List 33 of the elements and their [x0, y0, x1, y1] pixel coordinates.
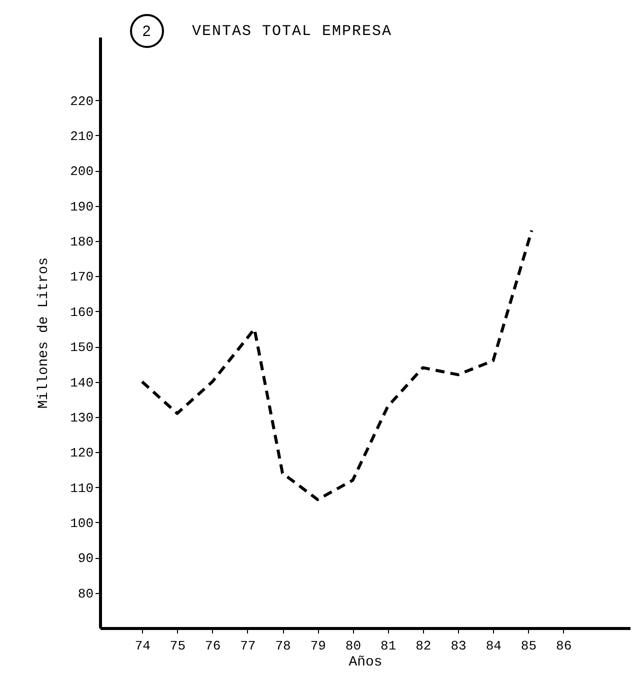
x-tick-label: 79 — [310, 638, 326, 654]
line-series — [140, 228, 534, 502]
x-tick-label: 76 — [205, 638, 221, 654]
y-tick-label: 130 — [70, 410, 94, 426]
x-tick-label: 82 — [416, 638, 432, 654]
x-axis-title: Años — [348, 654, 382, 670]
x-tick-label: 83 — [450, 638, 466, 654]
chart-title: VENTAS TOTAL EMPRESA — [192, 22, 392, 40]
y-tick-label: 190 — [70, 199, 94, 214]
x-tick-label: 74 — [134, 638, 151, 654]
y-tick-label: 140 — [70, 375, 94, 390]
x-tick-label: 85 — [520, 638, 537, 654]
y-tick-label: 220 — [70, 94, 94, 109]
y-tick-label: 150 — [70, 340, 94, 356]
y-tick-label: 90 — [78, 551, 94, 566]
y-tick-label: 100 — [70, 516, 94, 531]
y-tick-label: 180 — [70, 234, 94, 250]
x-tick-label: 86 — [556, 638, 572, 654]
y-tick-label: 80 — [78, 586, 94, 602]
x-tick-label: 75 — [170, 638, 186, 654]
y-axis-title: Millones de Litros — [36, 257, 52, 409]
x-tick-label: 78 — [275, 638, 291, 654]
circle-badge: 2 — [130, 14, 164, 48]
y-tick-label: 120 — [70, 446, 94, 461]
y-tick-label: 210 — [70, 129, 94, 144]
y-tick-label: 200 — [70, 164, 94, 180]
x-tick-label: 77 — [240, 638, 256, 654]
y-tick-label: 110 — [70, 480, 94, 496]
y-tick-label: 170 — [70, 270, 94, 285]
x-tick-label: 84 — [486, 638, 502, 654]
x-tick-label: 80 — [345, 638, 362, 654]
x-tick-label: 81 — [380, 638, 396, 654]
y-tick-label: 160 — [70, 304, 94, 320]
